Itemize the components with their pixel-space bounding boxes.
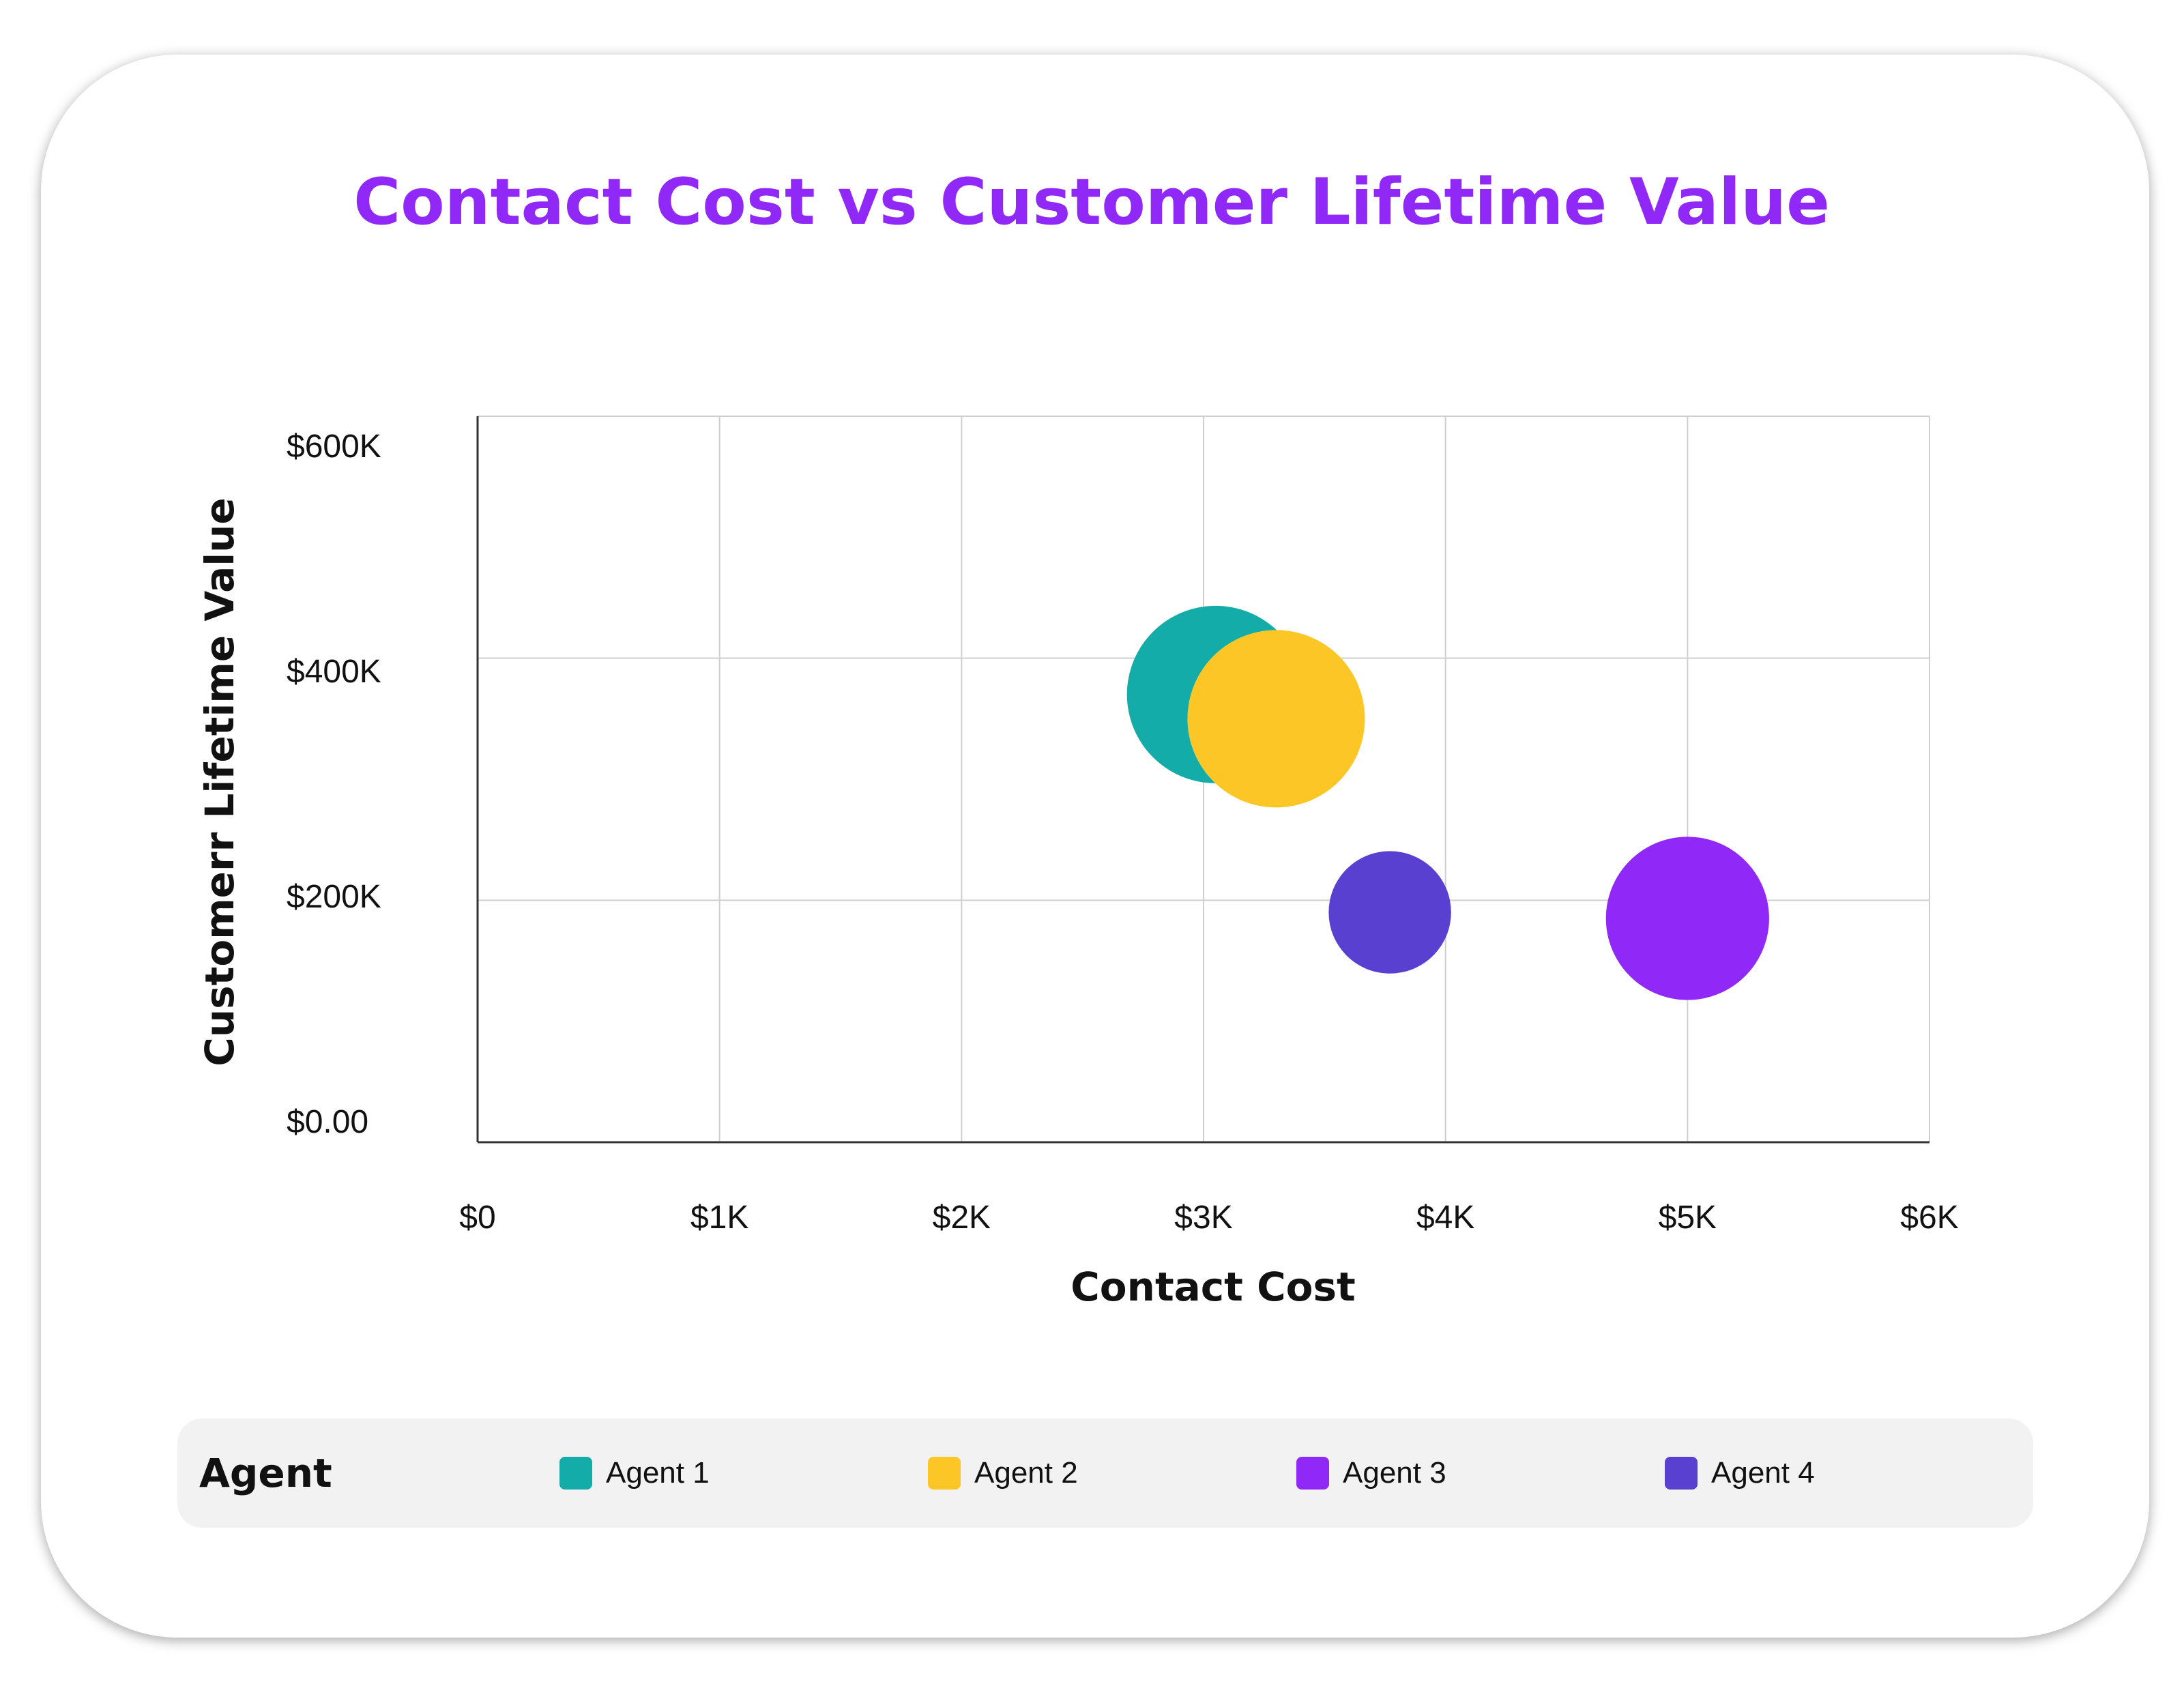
- x-tick-label: $5K: [1659, 1200, 1717, 1236]
- legend-title: Agent: [199, 1450, 332, 1496]
- bubbles: [1126, 605, 1769, 1000]
- legend-swatch: [928, 1457, 961, 1490]
- bubble-agent-2[interactable]: [1187, 630, 1365, 808]
- y-axis-title: Customerr Lifetime Value: [196, 497, 243, 1066]
- legend-label: Agent 4: [1711, 1456, 1815, 1490]
- x-tick-label: $4K: [1416, 1200, 1474, 1236]
- x-tick-label: $6K: [1900, 1200, 1958, 1236]
- y-tick-label: $400K: [287, 654, 381, 690]
- x-axis-title: Contact Cost: [1071, 1264, 1356, 1310]
- legend: Agent Agent 1 Agent 2 Agent 3 Agent 4: [177, 1419, 2033, 1528]
- x-tick-label: $0: [459, 1200, 495, 1236]
- y-tick-label: $200K: [287, 879, 381, 915]
- legend-item-agent-1[interactable]: Agent 1: [559, 1419, 710, 1528]
- bubble-agent-3[interactable]: [1605, 837, 1769, 1000]
- legend-swatch: [559, 1457, 592, 1490]
- legend-swatch: [1665, 1457, 1698, 1490]
- axes: [476, 416, 1930, 1144]
- legend-item-agent-3[interactable]: Agent 3: [1296, 1419, 1446, 1528]
- x-tick-label: $3K: [1174, 1200, 1232, 1236]
- legend-swatch: [1296, 1457, 1329, 1490]
- tick-labels: $0 $1K $2K $3K $4K $5K $6K $0.00 $200K $400K $600K: [287, 429, 1959, 1236]
- legend-item-agent-4[interactable]: Agent 4: [1665, 1419, 1815, 1528]
- bubble-agent-4[interactable]: [1328, 851, 1451, 974]
- x-tick-label: $2K: [933, 1200, 991, 1236]
- legend-label: Agent 3: [1343, 1456, 1446, 1490]
- legend-label: Agent 1: [606, 1456, 710, 1490]
- legend-item-agent-2[interactable]: Agent 2: [928, 1419, 1078, 1528]
- y-tick-label: $600K: [287, 429, 381, 465]
- chart-card: [41, 55, 2149, 1638]
- x-tick-label: $1K: [690, 1200, 748, 1236]
- legend-label: Agent 2: [974, 1456, 1078, 1490]
- chart-title: Contact Cost vs Customer Lifetime Value: [353, 165, 1830, 239]
- y-tick-label: $0.00: [287, 1104, 368, 1140]
